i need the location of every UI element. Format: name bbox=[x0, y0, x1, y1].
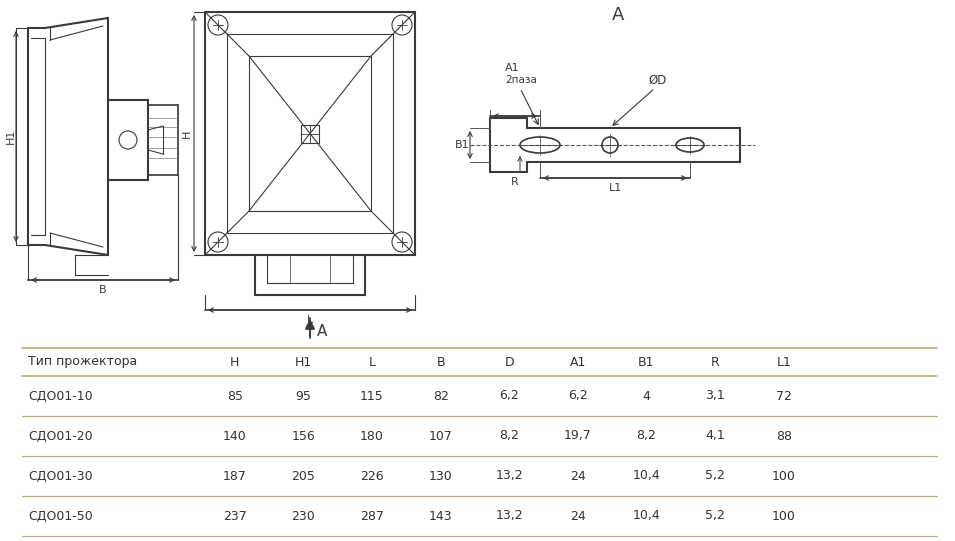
Text: 143: 143 bbox=[429, 510, 453, 523]
Text: 140: 140 bbox=[223, 430, 246, 443]
Text: 82: 82 bbox=[433, 390, 449, 403]
Text: 5,2: 5,2 bbox=[705, 510, 725, 523]
Text: 180: 180 bbox=[360, 430, 384, 443]
Text: 10,4: 10,4 bbox=[632, 470, 660, 483]
Text: 24: 24 bbox=[570, 510, 585, 523]
Text: 130: 130 bbox=[429, 470, 453, 483]
Text: B: B bbox=[436, 355, 445, 368]
Text: 8,2: 8,2 bbox=[637, 430, 656, 443]
Text: 3,1: 3,1 bbox=[705, 390, 725, 403]
Text: 24: 24 bbox=[570, 470, 585, 483]
Text: R: R bbox=[511, 177, 519, 187]
Text: СДО01-10: СДО01-10 bbox=[28, 390, 93, 403]
Text: 85: 85 bbox=[226, 390, 243, 403]
Text: A: A bbox=[612, 6, 625, 24]
Text: H: H bbox=[182, 129, 192, 138]
Text: 2паза: 2паза bbox=[505, 75, 537, 85]
Text: R: R bbox=[711, 355, 719, 368]
Text: B1: B1 bbox=[638, 355, 655, 368]
Text: СДО01-30: СДО01-30 bbox=[28, 470, 93, 483]
Text: 13,2: 13,2 bbox=[496, 470, 523, 483]
Text: 10,4: 10,4 bbox=[632, 510, 660, 523]
Text: 5,2: 5,2 bbox=[705, 470, 725, 483]
Text: 4: 4 bbox=[643, 390, 650, 403]
Text: L: L bbox=[369, 355, 375, 368]
Text: 95: 95 bbox=[295, 390, 311, 403]
Text: 8,2: 8,2 bbox=[499, 430, 520, 443]
Text: 100: 100 bbox=[772, 470, 796, 483]
Text: 226: 226 bbox=[360, 470, 384, 483]
Text: A: A bbox=[317, 325, 328, 340]
Text: 115: 115 bbox=[360, 390, 384, 403]
Text: 187: 187 bbox=[223, 470, 246, 483]
Text: 6,2: 6,2 bbox=[499, 390, 520, 403]
Text: СДО01-50: СДО01-50 bbox=[28, 510, 93, 523]
Text: 237: 237 bbox=[223, 510, 246, 523]
Text: A1: A1 bbox=[570, 355, 586, 368]
Text: H: H bbox=[230, 355, 240, 368]
Text: 230: 230 bbox=[291, 510, 315, 523]
Text: 6,2: 6,2 bbox=[568, 390, 587, 403]
Text: 156: 156 bbox=[291, 430, 315, 443]
Text: 107: 107 bbox=[429, 430, 453, 443]
Text: 4,1: 4,1 bbox=[705, 430, 725, 443]
Text: B1: B1 bbox=[455, 140, 469, 150]
Text: 205: 205 bbox=[291, 470, 315, 483]
Text: 72: 72 bbox=[775, 390, 792, 403]
Text: H1: H1 bbox=[295, 355, 312, 368]
Text: 100: 100 bbox=[772, 510, 796, 523]
Text: L: L bbox=[307, 315, 313, 325]
Text: 287: 287 bbox=[360, 510, 384, 523]
Text: 13,2: 13,2 bbox=[496, 510, 523, 523]
Text: D: D bbox=[504, 355, 514, 368]
Text: Тип прожектора: Тип прожектора bbox=[28, 355, 138, 368]
Text: L1: L1 bbox=[776, 355, 791, 368]
Text: H1: H1 bbox=[6, 129, 16, 144]
Text: A1: A1 bbox=[505, 63, 520, 73]
Text: ØD: ØD bbox=[648, 74, 667, 87]
Text: L1: L1 bbox=[608, 183, 622, 193]
Text: СДО01-20: СДО01-20 bbox=[28, 430, 93, 443]
Text: B: B bbox=[99, 285, 107, 295]
Text: 19,7: 19,7 bbox=[564, 430, 592, 443]
Text: 88: 88 bbox=[775, 430, 792, 443]
